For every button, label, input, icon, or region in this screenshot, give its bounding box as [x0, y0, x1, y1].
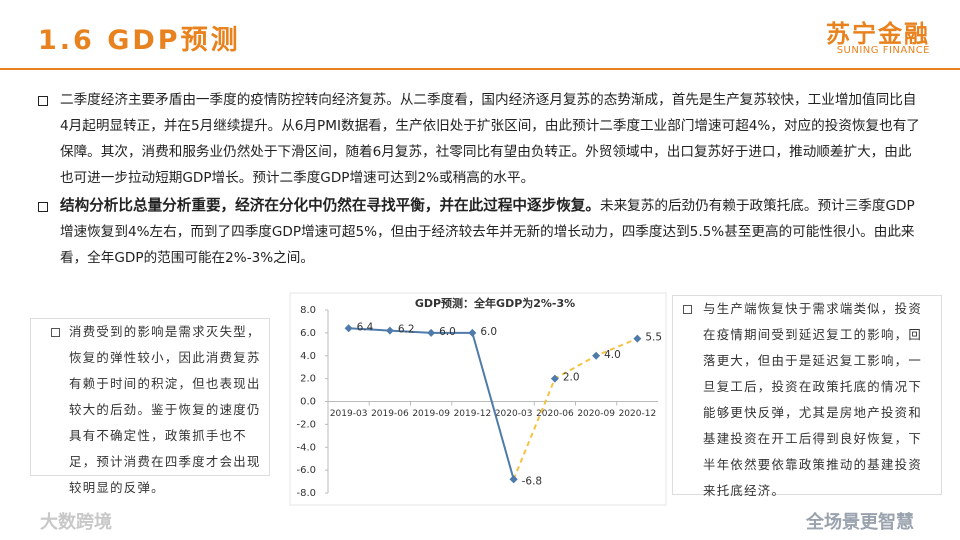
- bullet-marker: [38, 202, 48, 212]
- bullet-marker: [38, 96, 48, 106]
- left-note-box: 消费受到的影响是需求灭失型，恢复的弹性较小，因此消费复苏有赖于时间的积淀，但也表…: [30, 318, 270, 495]
- point-marker: [427, 328, 436, 337]
- y-tick-label: 4.0: [300, 351, 316, 362]
- bullet-text: 二季度经济主要矛盾由一季度的疫情防控转向经济复苏。从二季度看，国内经济逐月复苏的…: [60, 92, 920, 186]
- x-tick-label: 2019-09: [412, 409, 450, 419]
- watermark: 大数跨境: [40, 512, 112, 533]
- y-tick-label: 6.0: [300, 328, 316, 339]
- x-tick-label: 2020-09: [577, 409, 615, 419]
- logo-subtitle: SUNING FINANCE: [836, 45, 930, 56]
- bullet: 结构分析比总量分析重要，经济在分化中仍然在寻找平衡，并在此过程中逐步恢复。未来复…: [38, 193, 922, 271]
- chart-title: GDP预测：全年GDP为2%-3%: [415, 296, 575, 310]
- point-marker: [550, 374, 559, 383]
- y-tick-label: -2.0: [296, 419, 316, 430]
- watermark: 全场景更智慧: [806, 512, 914, 533]
- point-marker: [633, 334, 642, 343]
- logo: 苏宁金融: [826, 20, 930, 48]
- left-note: 消费受到的影响是需求灭失型，恢复的弹性较小，因此消费复苏有赖于时间的积淀，但也表…: [51, 319, 269, 501]
- y-tick-label: -4.0: [296, 442, 316, 453]
- bullet: 二季度经济主要矛盾由一季度的疫情防控转向经济复苏。从二季度看，国内经济逐月复苏的…: [38, 87, 922, 191]
- y-tick-label: -8.0: [296, 488, 316, 499]
- data-label: 6.0: [480, 326, 497, 338]
- data-label: 4.0: [604, 349, 621, 361]
- bullet-marker: [51, 328, 60, 337]
- y-tick-label: -6.0: [296, 465, 316, 476]
- y-tick-label: 8.0: [300, 305, 316, 316]
- data-label: 2.0: [563, 372, 580, 384]
- point-marker: [509, 475, 518, 484]
- series-line: [348, 327, 515, 480]
- note-text: 与生产端恢复快于需求端类似，投资在疫情期间受到延迟复工的影响，回落更大，但由于是…: [703, 301, 923, 498]
- x-tick-label: 2019-12: [454, 409, 492, 419]
- x-tick-label: 2019-03: [330, 409, 368, 419]
- data-label: -6.8: [522, 475, 543, 487]
- right-note-box: 与生产端恢复快于需求端类似，投资在疫情期间受到延迟复工的影响，回落更大，但由于是…: [672, 295, 942, 498]
- y-tick-label: 0.0: [300, 397, 316, 408]
- x-tick-label: 2020-03: [495, 409, 533, 419]
- chart-frame: [289, 292, 667, 506]
- data-label: 5.5: [645, 332, 662, 344]
- data-label: 6.2: [398, 324, 415, 336]
- x-tick-label: 2019-06: [371, 409, 409, 419]
- x-tick-label: 2020-12: [619, 409, 657, 419]
- data-label: 6.0: [439, 326, 456, 338]
- point-marker: [592, 351, 601, 360]
- header-rule: [0, 68, 960, 70]
- series-line: [512, 337, 638, 480]
- note-text: 消费受到的影响是需求灭失型，恢复的弹性较小，因此消费复苏有赖于时间的积淀，但也表…: [69, 324, 261, 495]
- bullet-text: 未来复苏的后劲仍有赖于政策托底。预计三季度GDP增速恢复到4%左右，而到了四季度…: [60, 198, 915, 266]
- bullet-marker: [683, 305, 692, 314]
- x-tick-label: 2020-06: [536, 409, 574, 419]
- point-marker: [344, 324, 353, 333]
- y-tick-label: 2.0: [300, 374, 316, 385]
- slide-title: 1.6 GDP预测: [38, 25, 241, 56]
- point-marker: [385, 326, 394, 335]
- right-note: 与生产端恢复快于需求端类似，投资在疫情期间受到延迟复工的影响，回落更大，但由于是…: [681, 296, 935, 504]
- data-label: 6.4: [357, 321, 374, 333]
- point-marker: [468, 328, 477, 337]
- bullet-bold: 结构分析比总量分析重要，经济在分化中仍然在寻找平衡，并在此过程中逐步恢复。: [60, 197, 600, 214]
